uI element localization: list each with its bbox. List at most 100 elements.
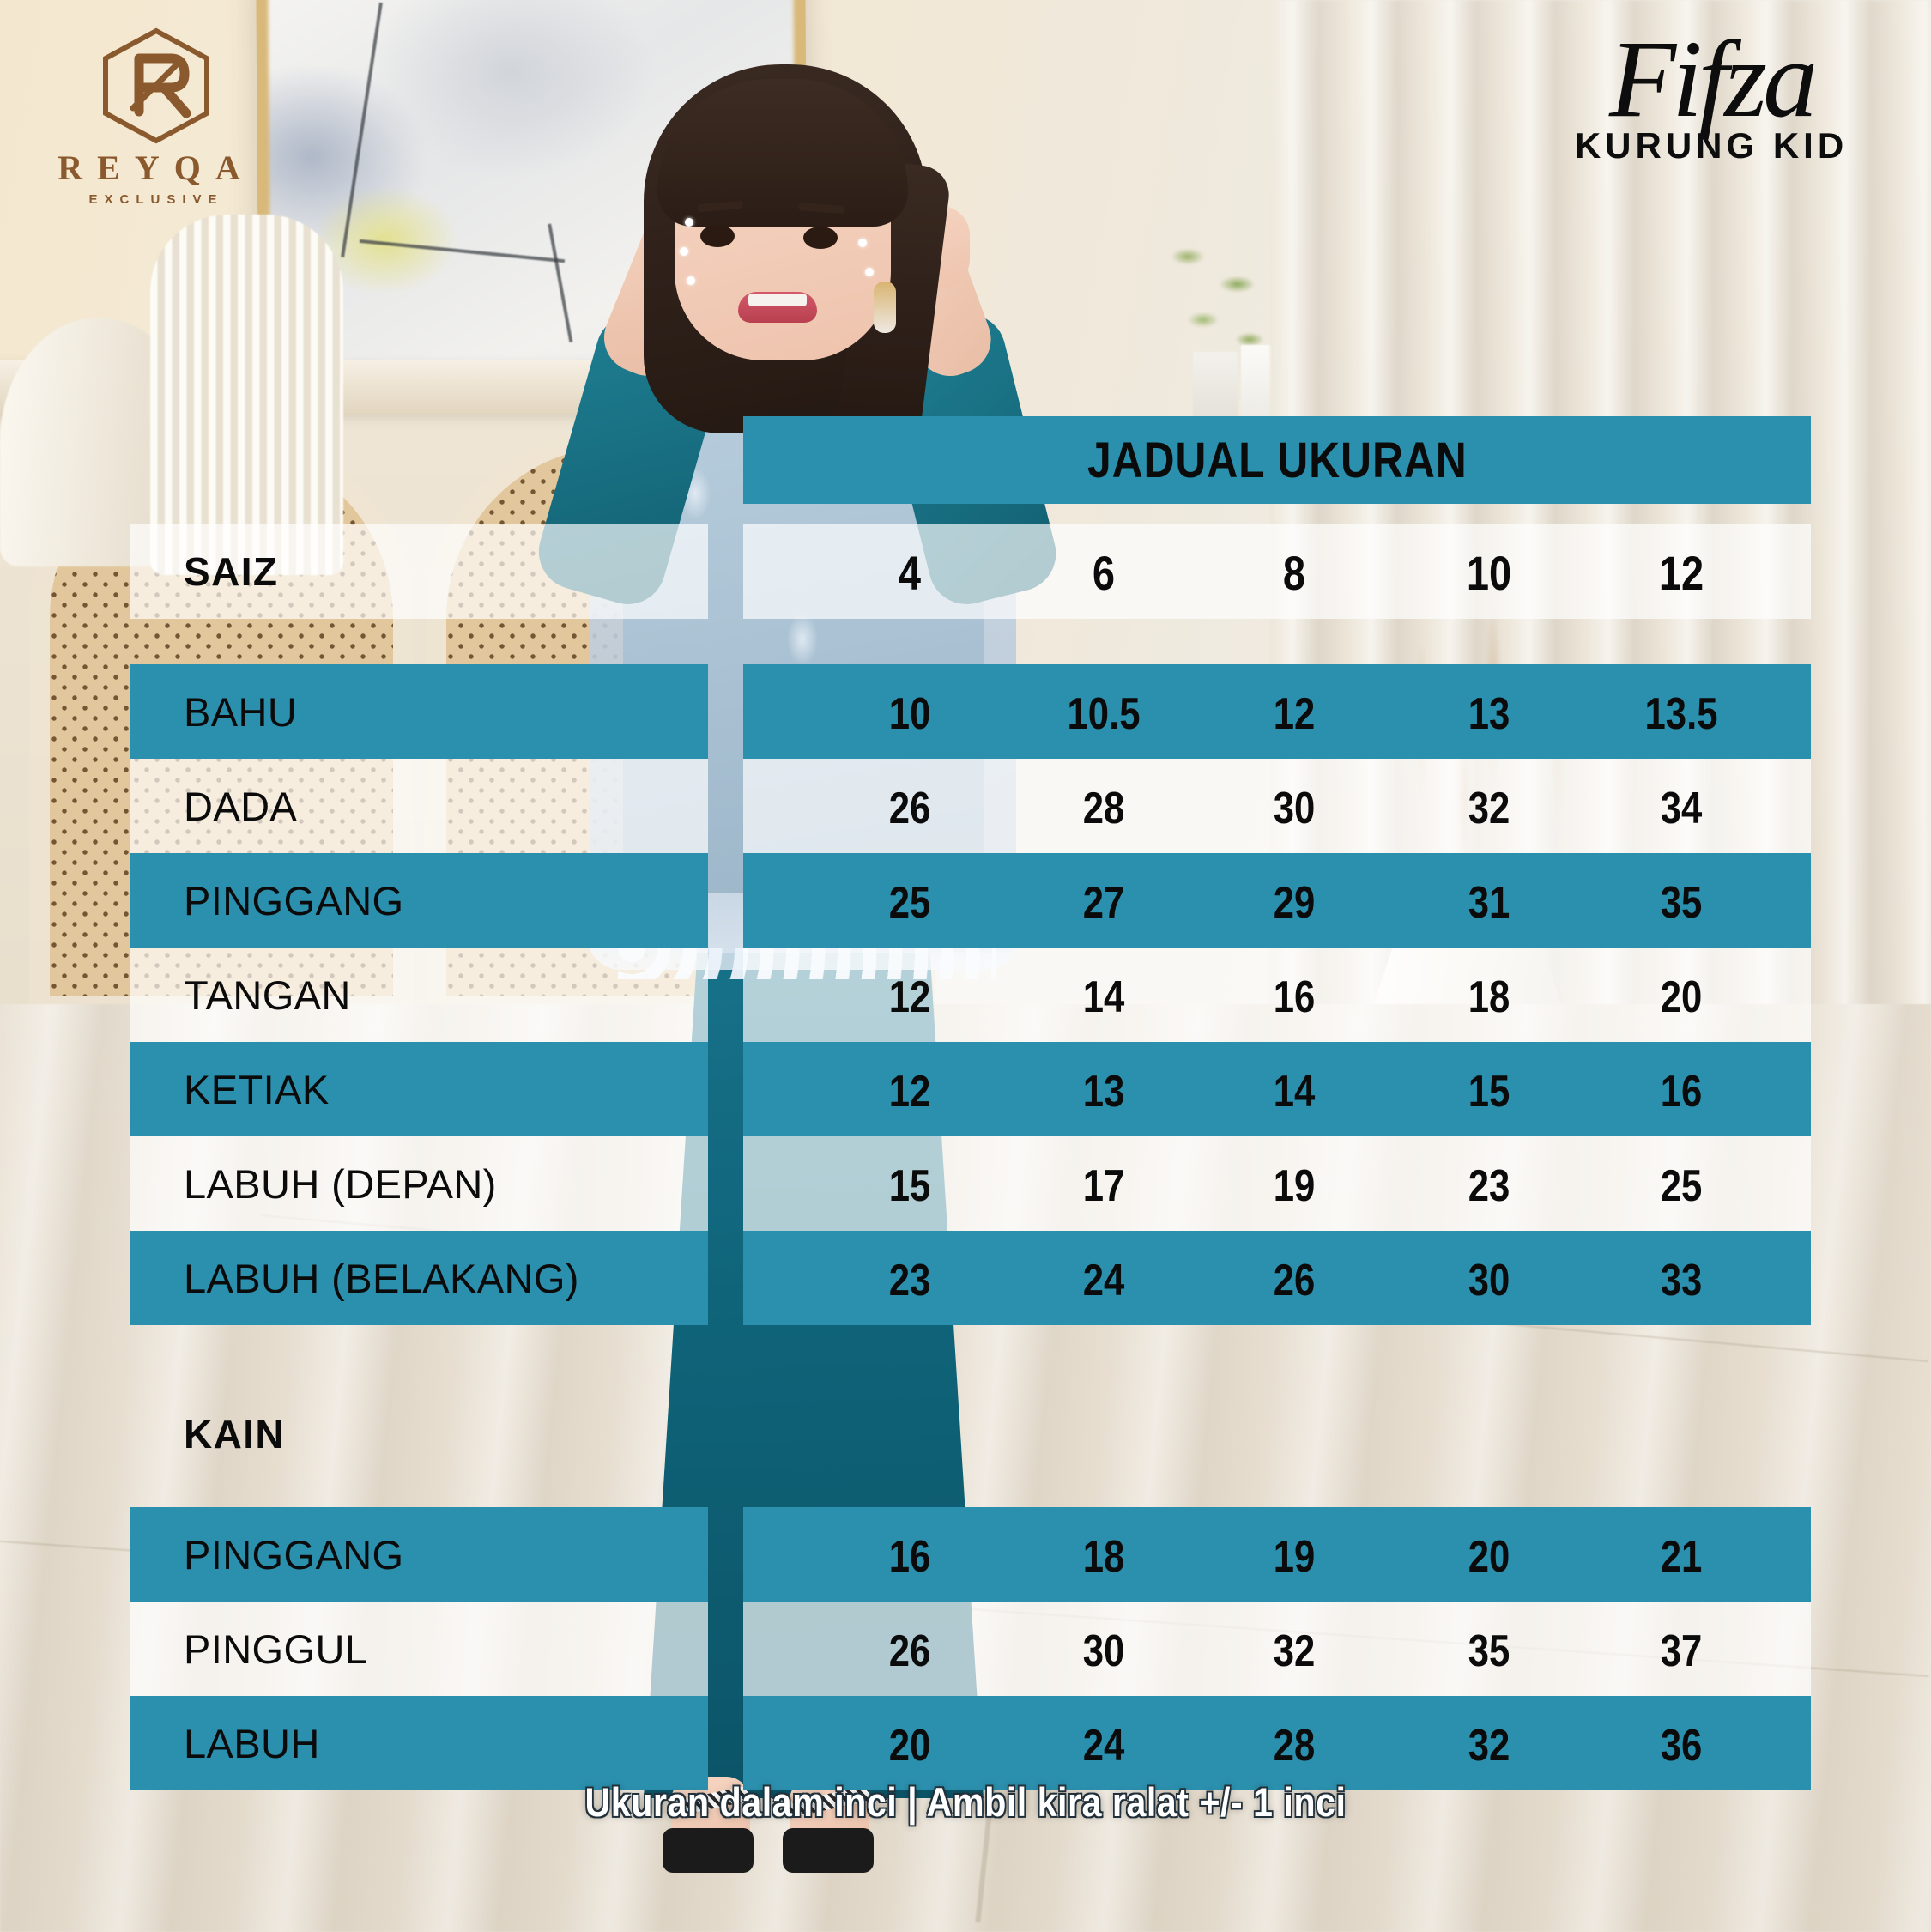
reyqa-wordmark: REYQA [58,148,255,187]
chart-title-band: JADUAL UKURAN [743,416,1811,504]
row-label-text: BAHU [184,688,298,735]
band-row-4-label [130,1042,708,1136]
cell-value: 30 [1082,1626,1125,1676]
cell-value: 13 [1468,689,1510,739]
band-row-1-label [130,759,708,853]
row-label-saiz: SAIZ [184,549,279,594]
cell-value: 29 [1273,878,1316,928]
table-row-labuh-belakang: 23 24 26 30 33 [743,1231,1811,1325]
table-row-labuh-depan: 15 17 19 23 25 [743,1136,1811,1231]
cell-value: 18 [1468,972,1510,1022]
cell-value: 24 [1082,1256,1125,1305]
measurement-footnote: Ukuran dalam inci | Ambil kira ralat +/-… [0,1778,1931,1826]
face-gem [685,218,693,227]
row-label-text: PINGGANG [184,1531,404,1578]
chart-title: JADUAL UKURAN [1087,432,1468,488]
size-header-6: 6 [1092,546,1116,600]
sandal [663,1828,754,1873]
cell-value: 25 [1660,1161,1703,1211]
band-row-0-label [130,664,708,759]
cell-value: 32 [1273,1626,1316,1676]
cell-value: 27 [1082,878,1125,928]
cell-value: 30 [1468,1256,1510,1305]
footnote-text: Ukuran dalam inci | Ambil kira ralat +/-… [584,1779,1347,1825]
sandal [783,1828,874,1873]
cell-value: 13 [1082,1067,1125,1117]
band-row-0-values [743,664,1811,759]
cell-value: 19 [1273,1161,1316,1211]
table-row-kain-pinggang: 16 18 19 20 21 [743,1507,1811,1602]
cell-value: 30 [1273,784,1316,833]
band-row-2-values [743,853,1811,948]
cell-value: 26 [888,1626,931,1676]
cell-value: 23 [1468,1161,1510,1211]
cell-value: 35 [1468,1626,1510,1676]
band-row-1-values [743,759,1811,853]
cell-value: 16 [1273,972,1316,1022]
earring [874,282,896,333]
size-header-12: 12 [1658,546,1704,600]
row-label-text: TANGAN [184,972,351,1018]
table-row-ketiak: 12 13 14 15 16 [743,1042,1811,1136]
row-label-ketiak: KETIAK [130,1042,708,1136]
table-row-pinggang: 25 27 29 31 35 [743,853,1811,948]
band-kain-1-label [130,1602,708,1696]
cell-value: 28 [1082,784,1125,833]
reyqa-logo: REYQA EXCLUSIVE [19,26,294,207]
face-gem [858,239,867,247]
cell-value: 12 [1273,689,1316,739]
fifza-wordmark: Fifza [1608,18,1818,140]
face-gem [680,247,688,256]
table-row-kain-pinggul: 26 30 32 35 37 [743,1602,1811,1696]
cell-value: 24 [1082,1721,1125,1771]
band-row-6-values [743,1231,1811,1325]
cell-value: 14 [1273,1067,1316,1117]
size-header-4: 4 [898,546,922,600]
bangs [657,79,908,227]
row-label-kain-pinggang: PINGGANG [130,1507,708,1602]
row-label-kain-pinggul: PINGGUL [130,1602,708,1696]
fifza-logo: Fifza KURUNG KID [1522,18,1900,167]
row-label-text: LABUH (DEPAN) [184,1160,497,1207]
row-label-text: KETIAK [184,1066,330,1112]
cell-value: 14 [1082,972,1125,1022]
row-label-tangan: TANGAN [130,948,708,1042]
hexagon-r-monogram-icon [103,27,209,144]
cell-value: 32 [1468,784,1510,833]
row-label-bahu: BAHU [130,664,708,759]
table-row-kain-labuh: 20 24 28 32 36 [743,1696,1811,1790]
cell-value: 20 [888,1721,931,1771]
size-header-10: 10 [1466,546,1512,600]
row-label-text: LABUH (BELAKANG) [184,1255,579,1301]
cell-value: 18 [1082,1532,1125,1582]
cell-value: 10.5 [1067,689,1141,739]
band-saiz-values [743,524,1811,619]
cell-value: 17 [1082,1161,1125,1211]
cell-value: 31 [1468,878,1510,928]
cell-value: 34 [1660,784,1703,833]
cell-value: 26 [888,784,931,833]
eye [803,227,838,249]
row-label-text: PINGGUL [184,1626,368,1672]
face-gem [687,276,695,285]
row-label-pinggang: PINGGANG [130,853,708,948]
reyqa-tagline: EXCLUSIVE [88,192,224,207]
row-label-dada: DADA [130,759,708,853]
cell-value: 15 [1468,1067,1510,1117]
row-label-labuh-depan: LABUH (DEPAN) [130,1136,708,1231]
cell-value: 12 [888,1067,931,1117]
section-label-text: KAIN [184,1412,286,1457]
cell-value: 19 [1273,1532,1316,1582]
band-row-4-values [743,1042,1811,1136]
row-label-text: LABUH [184,1720,320,1766]
ribbed-vase [150,215,343,575]
cell-value: 32 [1468,1721,1510,1771]
cell-value: 20 [1468,1532,1510,1582]
cell-value: 16 [888,1532,931,1582]
cell-value: 25 [888,878,931,928]
row-label-labuh-belakang: LABUH (BELAKANG) [130,1231,708,1325]
band-row-3-label [130,948,708,1042]
size-header-values: 4 6 8 10 12 [743,524,1811,619]
cell-value: 13.5 [1644,689,1718,739]
cell-value: 15 [888,1161,931,1211]
